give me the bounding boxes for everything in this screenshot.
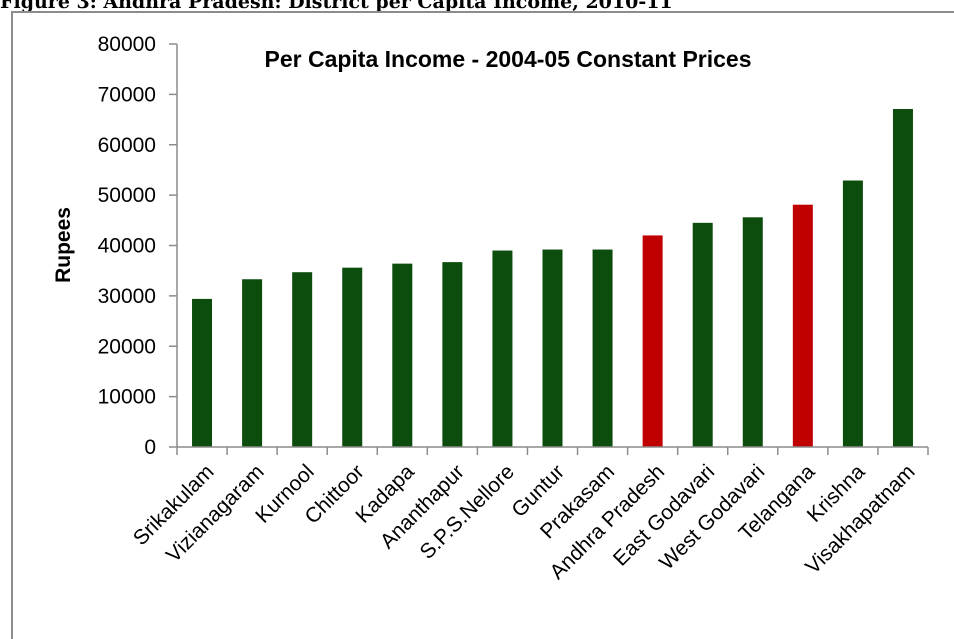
chart-frame <box>11 11 954 639</box>
y-tick-label: 0 <box>144 436 156 459</box>
y-tick-label: 10000 <box>98 386 156 409</box>
bar-krishna <box>842 180 863 448</box>
bar-andhra-pradesh <box>642 235 663 447</box>
bar-prakasam <box>592 249 613 447</box>
bar-srikakulam <box>192 298 213 447</box>
bar-ananthapur <box>442 262 463 447</box>
bar-telangana <box>792 204 813 447</box>
bar-kadapa <box>392 263 413 447</box>
bar-east-godavari <box>692 222 713 447</box>
bar-chittoor <box>342 267 363 447</box>
y-tick-label: 50000 <box>98 184 156 207</box>
figure-caption: Figure 3: Andhra Pradesh: District per C… <box>0 0 673 13</box>
y-axis-label: Rupees <box>52 207 75 283</box>
bar-s-p-s-nellore <box>492 250 513 447</box>
y-tick-label: 60000 <box>98 134 156 157</box>
chart-title: Per Capita Income - 2004-05 Constant Pri… <box>264 46 751 72</box>
y-tick-label: 20000 <box>98 335 156 358</box>
y-tick-label: 80000 <box>98 33 156 56</box>
y-tick-label: 40000 <box>98 235 156 258</box>
bar-vizianagaram <box>242 279 263 447</box>
bar-west-godavari <box>742 217 763 447</box>
bar-guntur <box>542 249 563 447</box>
bar-visakhapatnam <box>892 108 913 447</box>
y-tick-label: 70000 <box>98 83 156 106</box>
y-tick-label: 30000 <box>98 285 156 308</box>
bar-kurnool <box>292 272 313 447</box>
